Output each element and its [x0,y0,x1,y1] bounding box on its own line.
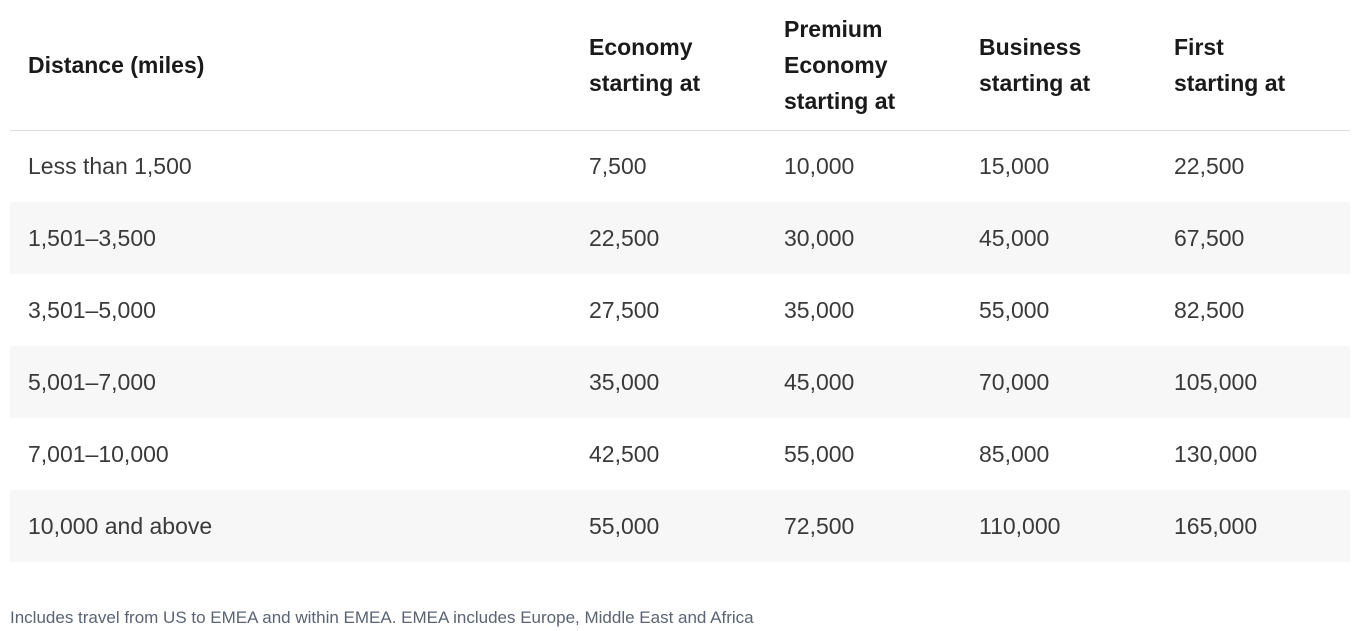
header-economy: Economy starting at [571,0,766,130]
cell-business: 15,000 [979,152,1050,179]
header-line: starting at [979,69,1091,96]
footnote: Includes travel from US to EMEA and with… [10,608,754,627]
header-line: starting at [589,69,701,96]
cell-business: 85,000 [979,440,1050,467]
cell-economy: 55,000 [589,512,660,539]
cell-business: 45,000 [979,224,1050,251]
cell-business: 70,000 [979,368,1050,395]
table-header: Distance (miles) Economy starting at Pre… [10,0,1350,130]
cell-economy: 7,500 [589,152,647,179]
cell-economy: 27,500 [589,296,660,323]
award-chart-table: Distance (miles) Economy starting at Pre… [10,0,1350,562]
table-row: Less than 1,500 7,500 10,000 15,000 22,5… [10,130,1350,202]
header-business: Business starting at [961,0,1156,130]
cell-distance: Less than 1,500 [28,152,192,179]
cell-premium-economy: 72,500 [784,512,855,539]
cell-distance: 5,001–7,000 [28,368,156,395]
header-line: Distance (miles) [28,51,205,78]
cell-first: 165,000 [1174,512,1258,539]
cell-premium-economy: 45,000 [784,368,855,395]
header-line: First [1174,33,1224,60]
cell-distance: 10,000 and above [28,512,213,539]
cell-first: 130,000 [1174,440,1258,467]
header-line: Business [979,33,1082,60]
cell-first: 105,000 [1174,368,1258,395]
header-distance: Distance (miles) [10,0,571,130]
cell-distance: 1,501–3,500 [28,224,156,251]
header-line: Economy [784,51,888,78]
table-row: 3,501–5,000 27,500 35,000 55,000 82,500 [10,274,1350,346]
header-line: starting at [1174,69,1286,96]
header-row: Distance (miles) Economy starting at Pre… [10,0,1350,130]
cell-business: 55,000 [979,296,1050,323]
cell-first: 67,500 [1174,224,1245,251]
table-body: Less than 1,500 7,500 10,000 15,000 22,5… [10,130,1350,562]
cell-business: 110,000 [979,512,1061,539]
cell-first: 22,500 [1174,152,1245,179]
table-row: 1,501–3,500 22,500 30,000 45,000 67,500 [10,202,1350,274]
header-line: Economy [589,33,693,60]
header-line: starting at [784,87,896,114]
table-row: 5,001–7,000 35,000 45,000 70,000 105,000 [10,346,1350,418]
cell-economy: 22,500 [589,224,660,251]
cell-distance: 3,501–5,000 [28,296,156,323]
header-premium-economy: Premium Economy starting at [766,0,961,130]
header-first: First starting at [1156,0,1350,130]
cell-premium-economy: 30,000 [784,224,855,251]
header-line: Premium [784,15,883,42]
cell-economy: 35,000 [589,368,660,395]
cell-premium-economy: 10,000 [784,152,855,179]
table-row: 7,001–10,000 42,500 55,000 85,000 130,00… [10,418,1350,490]
cell-economy: 42,500 [589,440,660,467]
cell-distance: 7,001–10,000 [28,440,169,467]
cell-premium-economy: 35,000 [784,296,855,323]
cell-first: 82,500 [1174,296,1245,323]
table-row: 10,000 and above 55,000 72,500 110,000 1… [10,490,1350,562]
cell-premium-economy: 55,000 [784,440,855,467]
